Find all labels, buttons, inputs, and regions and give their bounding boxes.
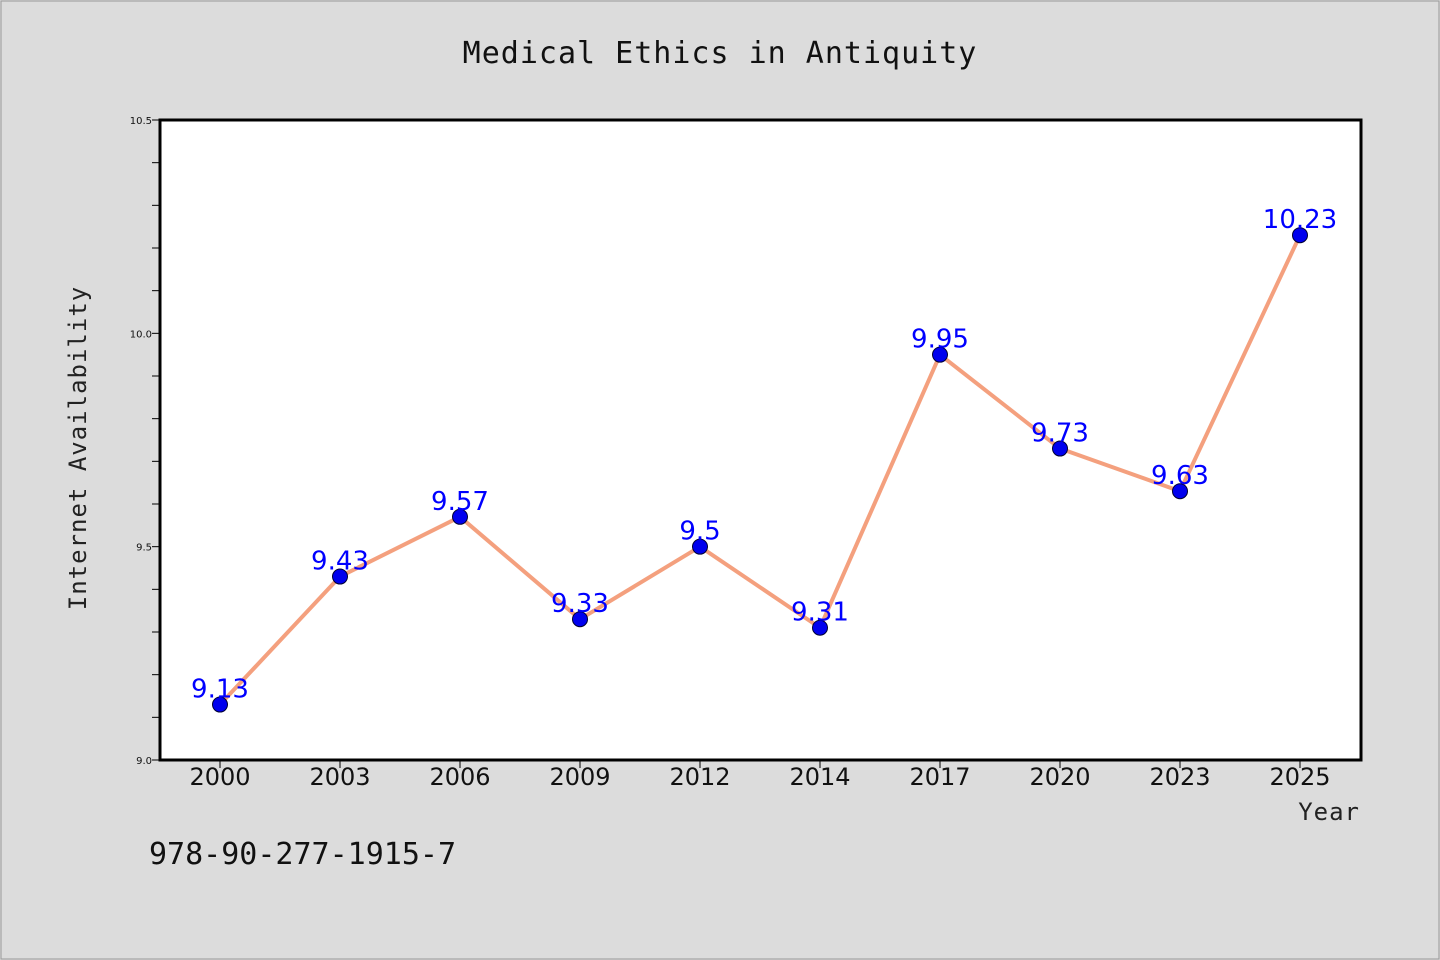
y-tick-label: 9.5 bbox=[136, 543, 152, 554]
y-axis: 9.0 9.5 10.0 10.5 bbox=[130, 116, 160, 767]
data-point bbox=[932, 346, 948, 363]
data-point bbox=[812, 619, 828, 636]
data-point bbox=[692, 538, 708, 555]
data-label: 9.73 bbox=[1031, 419, 1089, 449]
data-series bbox=[212, 227, 1308, 713]
x-tick-label: 2003 bbox=[309, 763, 370, 791]
x-tick-label: 2025 bbox=[1269, 763, 1330, 791]
data-label: 9.31 bbox=[791, 598, 849, 628]
y-tick-label: 9.0 bbox=[136, 756, 152, 767]
y-axis-label: Internet Availability bbox=[64, 286, 92, 610]
data-point bbox=[212, 696, 228, 713]
chart-title: Medical Ethics in Antiquity bbox=[463, 36, 978, 71]
x-tick-label: 2009 bbox=[549, 763, 610, 791]
data-label: 9.33 bbox=[551, 589, 609, 619]
data-label: 9.43 bbox=[311, 547, 369, 577]
data-label: 10.23 bbox=[1263, 205, 1337, 235]
data-labels: 9.13 9.43 9.57 9.33 9.5 9.31 9.95 9.73 9.63 10.23 bbox=[191, 205, 1337, 704]
data-point bbox=[452, 508, 468, 525]
plot-area bbox=[158, 118, 1363, 762]
x-tick-label: 2023 bbox=[1149, 763, 1210, 791]
data-point bbox=[1292, 227, 1308, 244]
x-tick-label: 2000 bbox=[189, 763, 250, 791]
data-point bbox=[1172, 483, 1188, 500]
data-label: 9.63 bbox=[1151, 461, 1209, 491]
data-point bbox=[332, 568, 348, 585]
data-point bbox=[572, 611, 588, 628]
data-label: 9.57 bbox=[431, 487, 489, 517]
x-tick-label: 2012 bbox=[669, 763, 730, 791]
x-axis-label: Year bbox=[1298, 798, 1360, 826]
series-line bbox=[218, 234, 1302, 706]
data-label: 9.13 bbox=[191, 675, 249, 705]
data-point bbox=[1052, 440, 1068, 457]
x-tick-label: 2017 bbox=[909, 763, 970, 791]
y-tick-label: 10.5 bbox=[130, 116, 152, 127]
x-tick-label: 2020 bbox=[1029, 763, 1090, 791]
data-label: 9.95 bbox=[911, 325, 969, 355]
x-axis: 2000 2003 2006 2009 2012 2014 2017 2020 2023 2025 bbox=[189, 760, 1331, 791]
x-tick-label: 2006 bbox=[429, 763, 490, 791]
x-tick-label: 2014 bbox=[789, 763, 850, 791]
isbn-footnote: 978-90-277-1915-7 bbox=[149, 837, 456, 872]
y-tick-label: 10.0 bbox=[130, 329, 152, 340]
data-label: 9.5 bbox=[679, 517, 720, 547]
